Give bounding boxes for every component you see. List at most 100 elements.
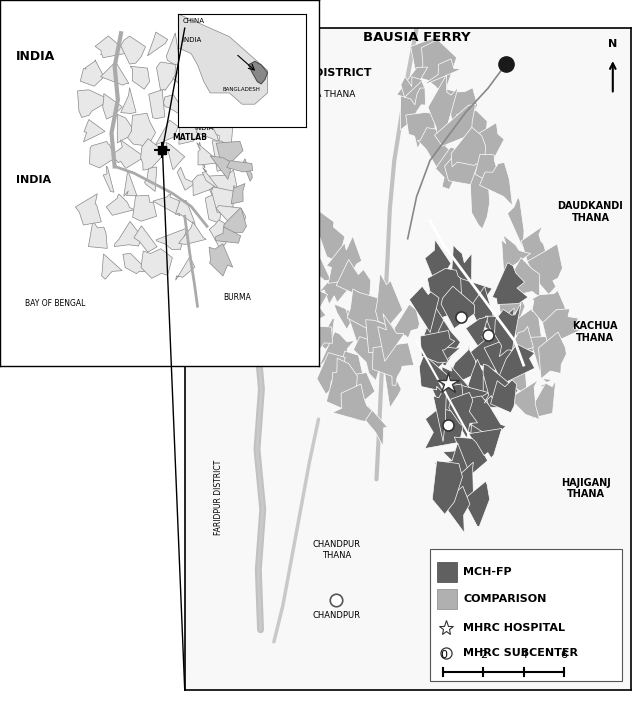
Polygon shape — [117, 114, 134, 143]
Polygon shape — [95, 36, 128, 58]
Polygon shape — [211, 187, 240, 213]
Polygon shape — [401, 77, 423, 97]
Polygon shape — [424, 306, 448, 356]
Polygon shape — [132, 195, 157, 221]
Bar — [437, 589, 457, 609]
Polygon shape — [530, 380, 555, 418]
Polygon shape — [490, 380, 517, 413]
Polygon shape — [318, 332, 355, 373]
Polygon shape — [215, 227, 241, 243]
Text: 0: 0 — [440, 650, 447, 660]
Polygon shape — [425, 407, 463, 448]
Text: INDIA: INDIA — [16, 50, 55, 63]
Polygon shape — [120, 87, 136, 113]
Polygon shape — [326, 358, 357, 414]
Polygon shape — [178, 222, 206, 244]
Polygon shape — [448, 392, 478, 438]
Polygon shape — [177, 168, 195, 190]
Polygon shape — [327, 236, 362, 284]
Polygon shape — [145, 167, 157, 191]
Polygon shape — [355, 406, 388, 446]
Polygon shape — [445, 149, 489, 186]
Polygon shape — [470, 166, 490, 229]
Polygon shape — [206, 194, 221, 223]
Polygon shape — [426, 59, 461, 84]
Polygon shape — [383, 359, 401, 408]
Polygon shape — [508, 197, 524, 249]
Polygon shape — [299, 235, 331, 281]
Polygon shape — [231, 184, 245, 204]
Polygon shape — [216, 142, 243, 165]
Polygon shape — [149, 89, 165, 119]
Text: HAJIGANJ
THANA: HAJIGANJ THANA — [561, 478, 611, 499]
Polygon shape — [176, 257, 195, 280]
Polygon shape — [480, 163, 512, 206]
Polygon shape — [209, 220, 235, 251]
Polygon shape — [213, 92, 238, 110]
Text: BURMA: BURMA — [223, 293, 251, 301]
Polygon shape — [318, 318, 334, 349]
Polygon shape — [447, 346, 478, 382]
Polygon shape — [346, 299, 376, 351]
Polygon shape — [419, 356, 451, 396]
Polygon shape — [436, 141, 470, 189]
Polygon shape — [529, 337, 559, 375]
Polygon shape — [428, 75, 458, 138]
Polygon shape — [203, 168, 220, 190]
Polygon shape — [155, 120, 178, 145]
Polygon shape — [510, 304, 542, 353]
Polygon shape — [464, 396, 506, 440]
Polygon shape — [471, 287, 501, 334]
Polygon shape — [179, 118, 201, 144]
Polygon shape — [334, 304, 364, 329]
Polygon shape — [454, 383, 490, 426]
Polygon shape — [447, 88, 478, 134]
Polygon shape — [123, 253, 149, 274]
Text: 2: 2 — [480, 650, 487, 660]
Polygon shape — [401, 82, 426, 130]
Polygon shape — [196, 117, 218, 142]
Polygon shape — [451, 462, 474, 515]
Polygon shape — [376, 273, 403, 326]
Polygon shape — [354, 337, 387, 381]
Bar — [430, 548, 622, 681]
Polygon shape — [164, 95, 184, 116]
Polygon shape — [411, 36, 440, 77]
Polygon shape — [433, 389, 447, 441]
Polygon shape — [112, 140, 145, 168]
Text: INDIA: INDIA — [16, 175, 51, 185]
Polygon shape — [434, 443, 469, 496]
Text: BANGLADESH: BANGLADESH — [223, 87, 261, 92]
Polygon shape — [508, 380, 540, 420]
Polygon shape — [494, 303, 521, 357]
Polygon shape — [434, 486, 470, 533]
Text: MATLAB: MATLAB — [172, 133, 207, 142]
Polygon shape — [490, 308, 520, 344]
Text: N: N — [608, 39, 617, 49]
Polygon shape — [166, 142, 185, 170]
Polygon shape — [101, 61, 129, 85]
Polygon shape — [310, 286, 327, 322]
Polygon shape — [433, 320, 461, 366]
Polygon shape — [212, 141, 234, 171]
Polygon shape — [406, 113, 436, 149]
Polygon shape — [115, 222, 143, 246]
Text: MHRC SUBCENTER: MHRC SUBCENTER — [464, 648, 578, 658]
Polygon shape — [434, 104, 476, 146]
Polygon shape — [192, 38, 215, 61]
Polygon shape — [485, 308, 514, 358]
Text: CHANDPUR: CHANDPUR — [312, 611, 361, 620]
Polygon shape — [80, 60, 104, 86]
Polygon shape — [197, 143, 217, 165]
Text: MHRC HOSPITAL: MHRC HOSPITAL — [464, 623, 566, 633]
Polygon shape — [527, 244, 562, 294]
Polygon shape — [141, 139, 166, 170]
Polygon shape — [208, 170, 237, 196]
Polygon shape — [317, 264, 350, 304]
Polygon shape — [498, 284, 525, 329]
Polygon shape — [538, 332, 566, 379]
Polygon shape — [468, 429, 502, 458]
Text: MCH-FP: MCH-FP — [464, 567, 512, 577]
Polygon shape — [83, 120, 105, 142]
Polygon shape — [339, 351, 364, 388]
